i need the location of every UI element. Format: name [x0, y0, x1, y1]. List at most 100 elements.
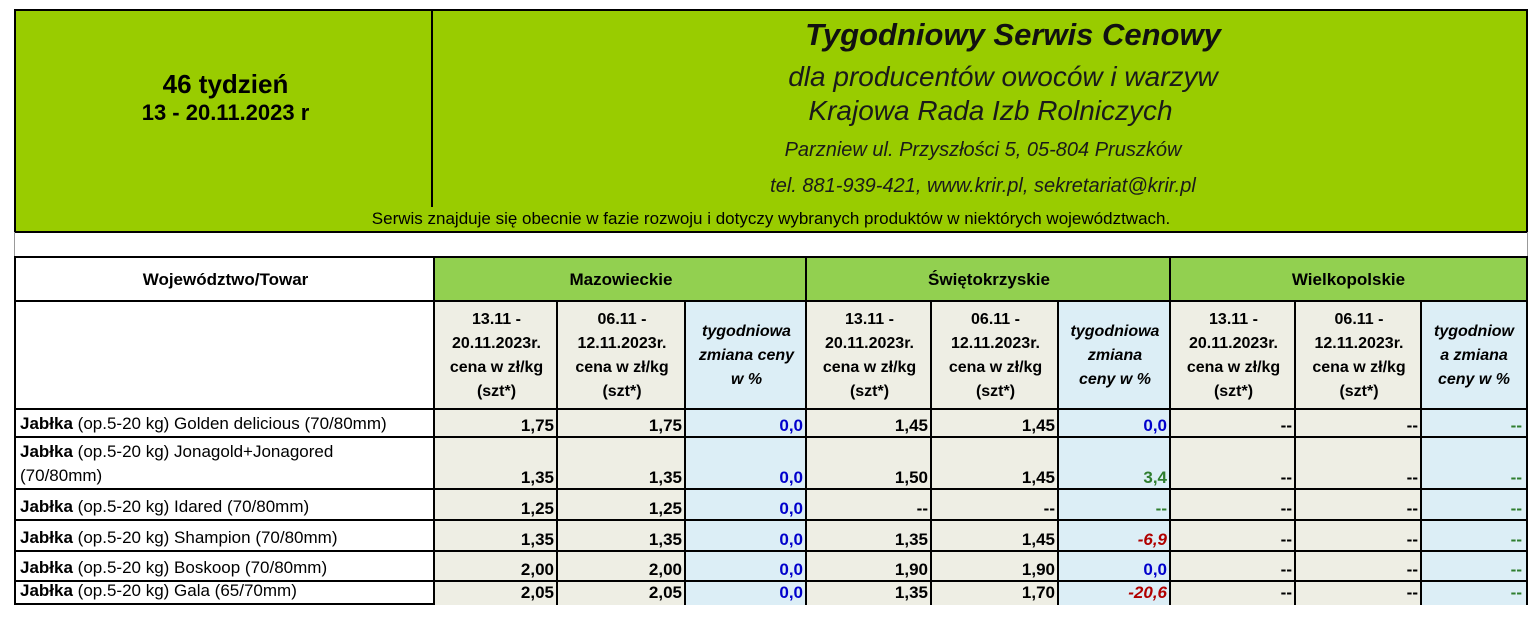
price-value: --: [1406, 499, 1418, 518]
col-header-line: tygodniowa: [702, 323, 791, 340]
col-header-line: zmiana: [1087, 347, 1143, 364]
price-change-value: 0,0: [779, 468, 803, 487]
price-value: 1,35: [894, 583, 928, 602]
price-change-value: --: [1510, 499, 1522, 518]
table-cell: 1,35: [556, 436, 686, 490]
price-value: 1,45: [1021, 530, 1055, 549]
table-cell: --: [1294, 488, 1422, 521]
price-change-value: 0,0: [779, 499, 803, 518]
column-header-empty: [16, 300, 435, 410]
table-cell: --: [930, 488, 1059, 521]
price-change-value: 0,0: [779, 560, 803, 579]
page-title: Tygodniowy Serwis Cenowy: [805, 17, 1221, 52]
price-value: --: [1043, 499, 1055, 518]
col-header-line: w %: [730, 371, 763, 388]
header-week-box: 46 tydzień 13 - 20.11.2023 r: [14, 9, 433, 209]
price-value: --: [1280, 468, 1292, 487]
price-value: --: [1406, 416, 1418, 435]
product-spec: (op.5-20 kg) Golden delicious (70/80mm): [72, 414, 387, 433]
col-header-line: tygodniowa: [1070, 323, 1160, 340]
price-change-value: 3,4: [1143, 468, 1167, 487]
table-cell: 1,45: [930, 408, 1059, 438]
col-header-line: tygodniow: [1434, 323, 1514, 340]
price-value: 1,35: [648, 530, 682, 549]
price-value: --: [1406, 530, 1418, 549]
col-header-line: ceny w %: [1437, 371, 1511, 388]
price-value: --: [1280, 560, 1292, 579]
table-row-product-name: Jabłka (op.5-20 kg) Shampion (70/80mm): [16, 519, 435, 552]
price-value: 1,90: [1021, 560, 1055, 579]
table-cell: --: [1169, 519, 1296, 552]
price-value: --: [1280, 583, 1292, 602]
price-value: 1,75: [648, 416, 682, 435]
region-header-mazowieckie: Mazowieckie: [433, 258, 807, 302]
table-cell: --: [1169, 550, 1296, 582]
table-cell: --: [1294, 408, 1422, 438]
table-cell: 0,0: [684, 488, 807, 521]
product-spec: (op.5-20 kg) Jonagold+Jonagored: [72, 442, 334, 461]
price-value: --: [1406, 560, 1418, 579]
table-cell: 0,0: [684, 580, 807, 605]
price-value: 1,25: [520, 499, 554, 518]
price-value: 2,00: [648, 560, 682, 579]
price-value: 1,25: [648, 499, 682, 518]
notice-text: Serwis znajduje się obecnie w fazie rozw…: [371, 209, 1171, 228]
price-change-value: --: [1510, 468, 1522, 487]
product-name-bold: Jabłka: [20, 497, 73, 516]
table-cell: --: [1420, 550, 1526, 582]
table-cell: 0,0: [684, 408, 807, 438]
table-cell: --: [805, 488, 932, 521]
price-change-value: --: [1510, 560, 1522, 579]
table-cell: 1,45: [930, 519, 1059, 552]
price-change-value: 0,0: [779, 583, 803, 602]
price-value: 1,35: [648, 468, 682, 487]
col-header-line: 06.11 -: [1334, 311, 1384, 328]
col-header-line: (szt*): [476, 383, 517, 400]
region-label: Świętokrzyskie: [928, 270, 1050, 289]
table-cell: 1,35: [805, 580, 932, 605]
region-label: Wielkopolskie: [1291, 270, 1406, 289]
col-header-line: (szt*): [975, 383, 1016, 400]
table-cell: 1,75: [433, 408, 558, 438]
col-header-line: 06.11 -: [971, 311, 1020, 328]
table-cell: --: [1420, 408, 1526, 438]
notice-banner: Serwis znajduje się obecnie w fazie rozw…: [14, 207, 1528, 233]
col-header-line: a zmiana: [1440, 347, 1508, 364]
table-cell: 0,0: [1057, 408, 1171, 438]
col-header-swi-current: 13.11 - 20.11.2023r. cena w zł/kg (szt*): [805, 300, 932, 410]
price-change-value: -20,6: [1128, 583, 1167, 602]
price-value: 1,35: [520, 468, 554, 487]
col-header-wlkp-current: 13.11 - 20.11.2023r. cena w zł/kg (szt*): [1169, 300, 1296, 410]
col-header-line: 13.11 -: [472, 311, 521, 328]
price-change-value: --: [1155, 499, 1167, 518]
col-header-line: (szt*): [849, 383, 890, 400]
table-cell: 0,0: [684, 550, 807, 582]
col-header-line: ceny w %: [1078, 371, 1152, 388]
price-change-value: --: [1510, 416, 1522, 435]
price-value: 1,70: [1021, 583, 1055, 602]
col-header-line: 13.11 -: [1209, 311, 1258, 328]
product-spec: (op.5-20 kg) Boskoop (70/80mm): [72, 558, 328, 577]
table-cell: --: [1294, 519, 1422, 552]
col-header-line: (szt*): [1213, 383, 1254, 400]
price-value: 1,35: [520, 530, 554, 549]
table-cell: --: [1169, 408, 1296, 438]
col-header-line: 06.11 -: [597, 311, 647, 328]
product-name-bold: Jabłka: [20, 558, 73, 577]
table-cell: --: [1420, 436, 1526, 490]
table-cell: --: [1169, 488, 1296, 521]
table-cell: 1,35: [556, 519, 686, 552]
product-spec: (op.5-20 kg) Shampion (70/80mm): [72, 528, 338, 547]
price-value: 2,00: [520, 560, 554, 579]
product-name-bold: Jabłka: [20, 528, 73, 547]
table-cell: 0,0: [684, 519, 807, 552]
table-cell: --: [1420, 519, 1526, 552]
price-value: 2,05: [520, 583, 554, 602]
week-label: 46 tydzień: [162, 69, 289, 99]
price-value: --: [1280, 416, 1292, 435]
col-header-line: (szt*): [1339, 383, 1379, 400]
col-header-line: 20.11.2023r.: [1189, 335, 1278, 352]
col-header-maz-previous: 06.11 - 12.11.2023r. cena w zł/kg (szt*): [556, 300, 686, 410]
price-value: --: [1406, 468, 1418, 487]
price-change-value: 0,0: [1143, 560, 1167, 579]
